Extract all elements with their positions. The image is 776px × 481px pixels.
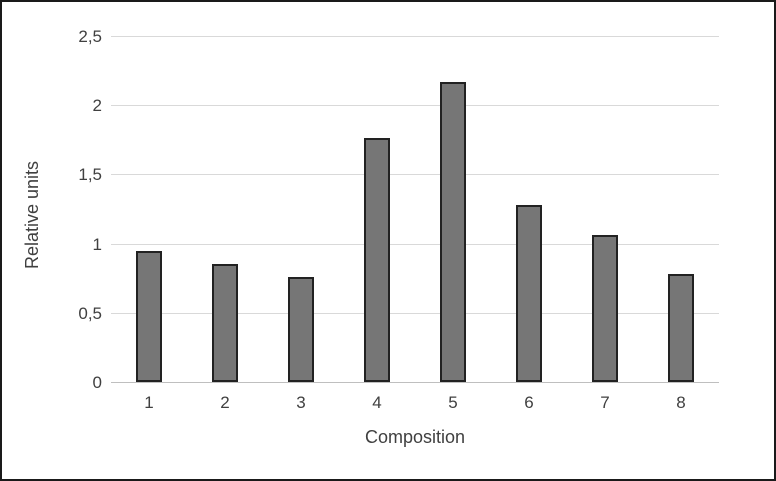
y-tick-label: 1,5: [78, 165, 102, 185]
y-tick-label: 0: [92, 373, 102, 392]
bar-composition-4: [364, 138, 390, 382]
bar-composition-6: [516, 204, 542, 382]
x-tick-label: 1: [144, 393, 154, 412]
x-tick-label: 5: [448, 393, 458, 412]
x-tick-label: 8: [676, 393, 686, 412]
x-tick-label: 4: [372, 393, 382, 412]
gridline: [111, 36, 719, 37]
y-tick-label: 2: [92, 96, 102, 116]
x-axis-line: [111, 382, 719, 383]
y-tick-label: 2,5: [78, 27, 102, 46]
gridline: [111, 243, 719, 245]
bar-composition-3: [288, 276, 314, 382]
gridline: [111, 174, 719, 176]
x-axis-title: Composition: [364, 427, 466, 447]
x-tick-label: 2: [220, 393, 230, 412]
y-tick-label: 0,5: [78, 303, 102, 323]
bar-composition-1: [136, 250, 162, 382]
bar-composition-2: [212, 264, 238, 382]
x-tick-label: 3: [296, 393, 306, 412]
x-tick-label: 7: [600, 393, 610, 412]
gridline: [111, 312, 719, 314]
x-tick-label: 6: [524, 393, 534, 412]
bar-composition-7: [592, 235, 618, 382]
gridline: [111, 105, 719, 107]
bar-composition-8: [668, 274, 694, 382]
bar-composition-5: [440, 81, 466, 382]
y-tick-label: 1: [92, 234, 102, 254]
